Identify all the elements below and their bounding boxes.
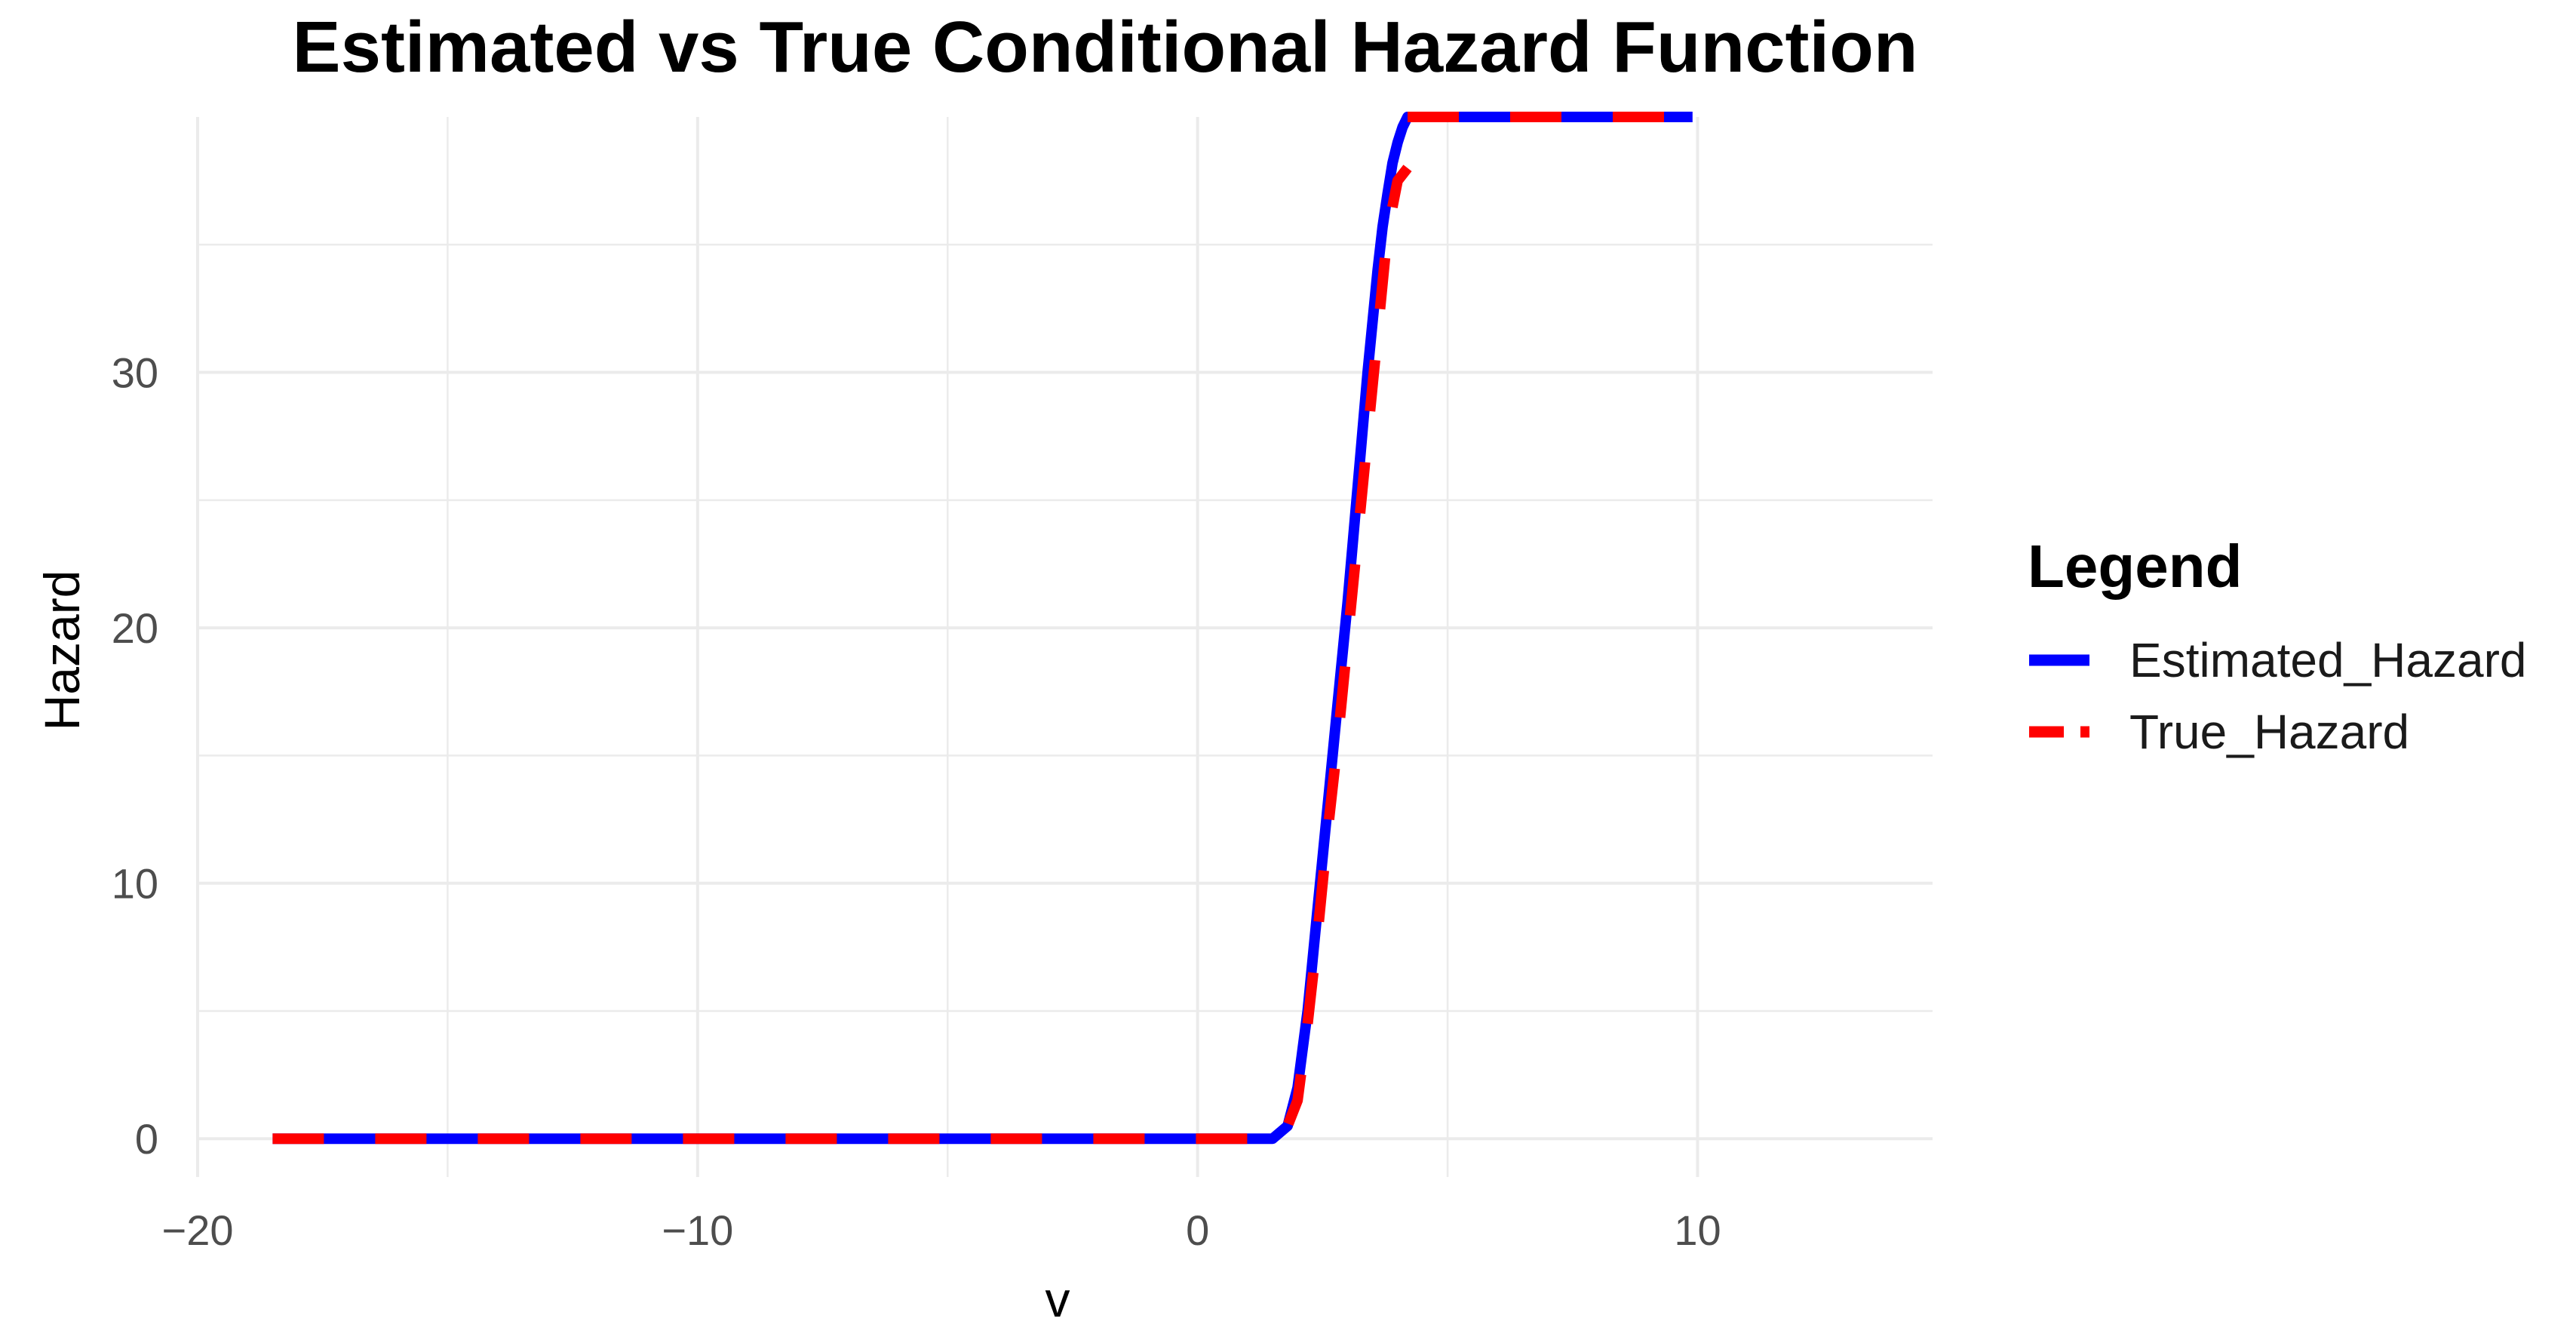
chart-title: Estimated vs True Conditional Hazard Fun… — [293, 7, 1918, 88]
y-tick-label: 30 — [112, 349, 158, 397]
y-tick-label: 0 — [135, 1115, 158, 1163]
legend-items: Estimated_Hazard True_Hazard — [2029, 633, 2526, 759]
series-line-true-hazard — [272, 164, 1412, 1145]
series-layer — [272, 112, 1693, 1145]
x-tick-label: −10 — [662, 1206, 733, 1254]
y-tick-label: 20 — [112, 604, 158, 652]
x-tick-label: −20 — [162, 1206, 234, 1254]
legend-title: Legend — [2028, 533, 2242, 600]
tick-label-layer: −20 −10 0 10 0 10 20 30 — [112, 349, 1721, 1254]
x-axis-title: v — [1045, 1271, 1070, 1327]
legend-label: True_Hazard — [2129, 705, 2409, 759]
x-tick-label: 0 — [1186, 1206, 1209, 1254]
grid-layer — [196, 117, 1933, 1177]
y-axis-title: Hazard — [34, 570, 90, 731]
legend-label: Estimated_Hazard — [2129, 633, 2526, 687]
x-tick-label: 10 — [1674, 1206, 1721, 1254]
legend: Legend Estimated_Hazard True_Hazard — [2028, 533, 2526, 759]
y-tick-label: 10 — [112, 860, 158, 908]
